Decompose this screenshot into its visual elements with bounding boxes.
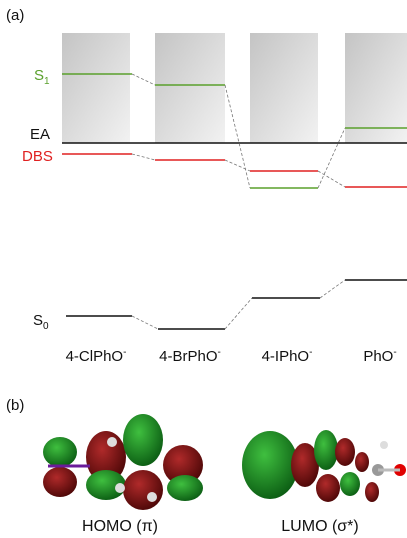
molecule-name: 4-IPhO [262,348,310,365]
orbital-caption: HOMO (π) [82,518,158,535]
molecule-labels: 4-ClPhO-4-BrPhO-4-IPhO-PhO- [66,347,397,365]
dbs-levels [62,154,407,187]
molecule-charge: - [309,347,312,358]
column-bg [345,33,407,143]
molecule-label: 4-IPhO- [262,347,313,365]
level-text: S [33,312,43,329]
column-bg [155,33,225,143]
molecule-charge: - [393,347,396,358]
molecule-name: 4-BrPhO [159,348,217,365]
molecule-charge: - [123,347,126,358]
column-bg [62,33,130,143]
level-label: EA [30,126,50,143]
column-bg [250,33,318,143]
molecule-charge: - [218,347,221,358]
columns [62,33,407,143]
panel-label: (a) [6,7,24,24]
figure: (a) S1 EA DBS S0 4-ClPhO-4-BrPhO-4-IPhO-… [0,0,407,538]
molecule-label: 4-ClPhO- [66,347,127,365]
homo-orbital [43,414,203,510]
level-text: S [34,67,44,84]
orbital-caption: LUMO (σ*) [281,518,358,535]
s0-levels [66,280,407,329]
level-label: S0 [33,312,49,332]
lumo-orbital [242,430,406,502]
molecule-label: PhO- [363,347,396,365]
page: (a) S1 EA DBS S0 4-ClPhO-4-BrPhO-4-IPhO-… [0,0,407,538]
level-subscript: 1 [44,76,50,87]
molecule-label: 4-BrPhO- [159,347,221,365]
panel-label: (b) [6,397,24,414]
molecule-name: 4-ClPhO [66,348,124,365]
level-label: DBS [22,148,53,165]
level-label: S1 [34,67,50,87]
molecule-name: PhO [363,348,393,365]
level-subscript: 0 [43,321,49,332]
